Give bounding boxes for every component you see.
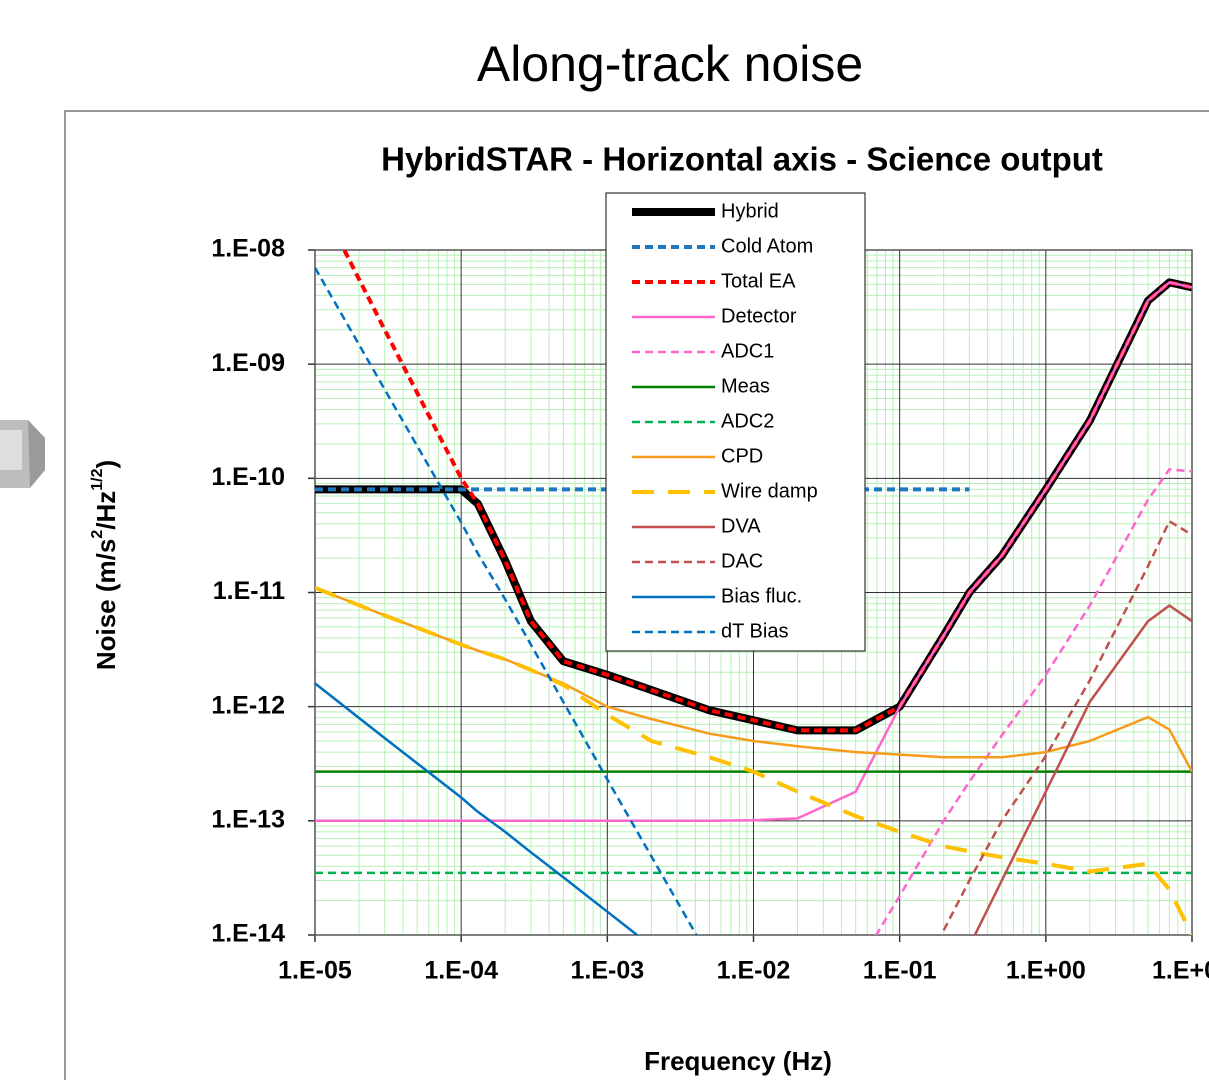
legend-label: Bias fluc.	[721, 585, 802, 607]
legend-label: DAC	[721, 550, 763, 572]
x-tick-label: 1.E+00	[1006, 957, 1086, 985]
x-tick-label: 1.E-03	[570, 957, 644, 985]
x-tick-label: 1.E-05	[278, 957, 352, 985]
legend-label: Detector	[721, 305, 797, 327]
series-line	[874, 468, 1192, 935]
series-line	[315, 682, 640, 935]
legend-label: dT Bias	[721, 620, 788, 642]
page-title: Along-track noise	[477, 36, 863, 92]
chart-title: HybridSTAR - Horizontal axis - Science o…	[381, 141, 1103, 178]
side-object	[0, 420, 45, 488]
legend-label: ADC1	[721, 340, 774, 362]
legend-label: Cold Atom	[721, 235, 813, 257]
y-axis-label-part: Noise (m/s	[91, 539, 121, 671]
y-tick-label: 1.E-10	[211, 463, 285, 491]
legend-label: Wire damp	[721, 480, 818, 502]
series-group	[315, 250, 1192, 935]
x-tick-label: 1.E-01	[863, 957, 937, 985]
x-tick-label: 1.E+01	[1152, 957, 1209, 985]
legend-label: Total EA	[721, 270, 796, 292]
y-axis-label: Noise (m/s2/Hz1/2)	[89, 460, 121, 670]
legend-label: ADC2	[721, 410, 774, 432]
y-axis-label-part: /Hz	[91, 491, 121, 530]
legend-label: DVA	[721, 515, 761, 537]
y-axis-label-superscript: 1/2	[89, 468, 106, 490]
y-tick-label: 1.E-08	[211, 235, 285, 263]
legend-label: CPD	[721, 445, 763, 467]
y-axis-label-part: )	[91, 460, 121, 469]
x-tick-label: 1.E-02	[717, 957, 791, 985]
legend-label: Hybrid	[721, 200, 779, 222]
x-axis-label: Frequency (Hz)	[644, 1046, 832, 1076]
y-tick-label: 1.E-12	[211, 691, 285, 719]
y-axis-label-superscript: 2	[89, 530, 106, 539]
series-line	[942, 520, 1192, 931]
y-tick-label: 1.E-14	[211, 920, 285, 948]
legend-label: Meas	[721, 375, 770, 397]
y-tick-label: 1.E-13	[211, 805, 285, 833]
x-tick-label: 1.E-04	[424, 957, 498, 985]
series-line	[973, 604, 1192, 935]
y-tick-label: 1.E-09	[211, 349, 285, 377]
series-line	[315, 585, 1192, 935]
series-line	[315, 267, 698, 935]
y-tick-label: 1.E-11	[213, 577, 285, 605]
